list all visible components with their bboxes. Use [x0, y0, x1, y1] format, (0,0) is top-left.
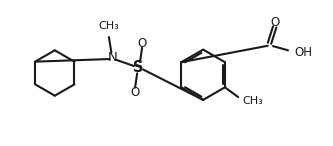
Text: CH₃: CH₃ — [242, 96, 263, 106]
Text: OH: OH — [294, 46, 312, 59]
Text: S: S — [133, 60, 144, 75]
Text: N: N — [108, 51, 117, 64]
Text: CH₃: CH₃ — [99, 21, 119, 31]
Text: O: O — [131, 86, 140, 99]
Text: O: O — [270, 16, 279, 29]
Text: O: O — [138, 37, 147, 50]
